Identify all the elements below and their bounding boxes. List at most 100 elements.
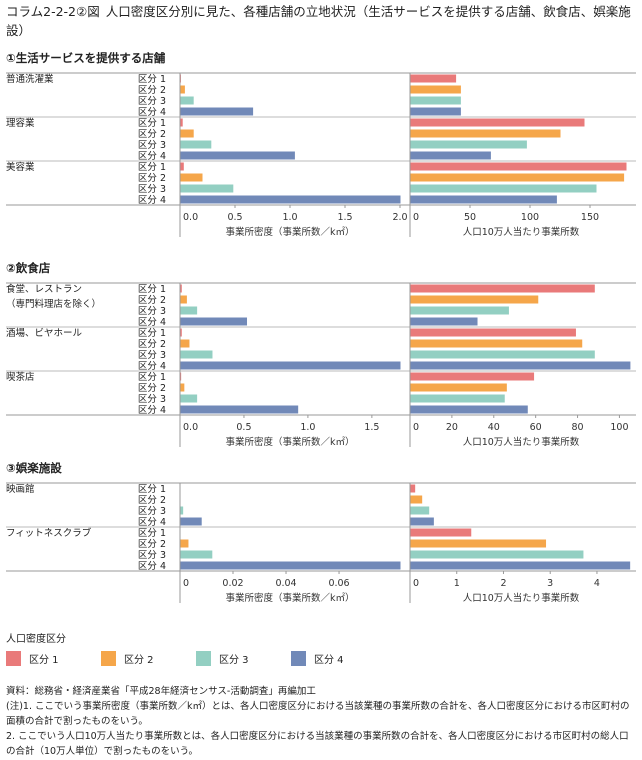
category-label: 区分 3 — [138, 306, 166, 317]
bar — [410, 506, 430, 515]
category-label: 区分 1 — [138, 118, 166, 129]
category-label: 区分 4 — [138, 361, 166, 372]
legend-swatch — [6, 651, 21, 666]
bar — [180, 85, 185, 94]
axis-title: 事業所密度（事業所数／k㎡） — [225, 226, 354, 238]
category-label: 区分 2 — [138, 85, 166, 96]
section-title: ①生活サービスを提供する店舗 — [6, 51, 166, 65]
bar — [410, 339, 583, 348]
bar — [410, 74, 457, 83]
category-label: 区分 1 — [138, 528, 166, 539]
category-label: 区分 4 — [138, 561, 166, 572]
legend-label: 区分 4 — [314, 655, 344, 666]
group-label: 食堂、レストラン — [6, 283, 82, 295]
axis-title: 人口10万人当たり事業所数 — [463, 226, 580, 238]
tick-label: 1.0 — [282, 212, 297, 223]
bar — [410, 405, 528, 414]
category-label: 区分 1 — [138, 162, 166, 173]
tick-label: 0.02 — [222, 578, 243, 589]
category-label: 区分 4 — [138, 195, 166, 206]
tick-label: 2.0 — [392, 212, 407, 223]
group-label: 酒場、ビヤホール — [6, 327, 83, 339]
figure-title-text: 人口密度区分別に見た、各種店舗の立地状況（生活サービスを提供する店舗、飲食店、娯… — [6, 4, 631, 38]
category-label: 区分 1 — [138, 484, 166, 495]
bar — [180, 506, 184, 515]
legend-swatch — [291, 651, 306, 666]
bar — [180, 350, 213, 359]
category-label: 区分 3 — [138, 506, 166, 517]
bar — [180, 517, 202, 526]
bar — [410, 151, 491, 160]
category-label: 区分 3 — [138, 394, 166, 405]
bar — [410, 173, 625, 182]
bar — [410, 317, 478, 326]
bar — [180, 173, 203, 182]
group-label: （専門料理店を除く） — [6, 298, 101, 310]
tick-label: 0.06 — [328, 578, 349, 589]
tick-label: 0 — [413, 212, 419, 223]
bar — [410, 184, 597, 193]
legend-swatch — [196, 651, 211, 666]
bar — [410, 284, 595, 293]
bar — [180, 550, 213, 559]
bar — [410, 394, 505, 403]
axis-title: 人口10万人当たり事業所数 — [463, 436, 580, 448]
legend-item: 区分 2 — [101, 651, 196, 666]
note-source: 資料：総務省・経済産業省「平成28年経済センサス-活動調査」再編加工 — [6, 686, 316, 697]
category-label: 区分 1 — [138, 328, 166, 339]
category-label: 区分 4 — [138, 107, 166, 118]
category-label: 区分 2 — [138, 173, 166, 184]
bar — [180, 195, 401, 204]
legend: 人口密度区分 区分 1 区分 2 区分 3 区分 4 — [6, 630, 386, 666]
bar — [180, 339, 190, 348]
tick-label: 100 — [521, 212, 539, 223]
tick-label: 1.5 — [337, 212, 352, 223]
bar — [410, 328, 576, 337]
tick-label: 1.0 — [300, 422, 315, 433]
category-label: 区分 3 — [138, 184, 166, 195]
group-label: 映画館 — [6, 483, 35, 495]
category-label: 区分 2 — [138, 339, 166, 350]
category-label: 区分 3 — [138, 96, 166, 107]
bar — [410, 195, 557, 204]
group-label: フィットネスクラブ — [6, 527, 92, 539]
category-label: 区分 4 — [138, 405, 166, 416]
legend-title: 人口密度区分 — [6, 634, 66, 645]
legend-item: 区分 1 — [6, 651, 101, 666]
bar — [180, 383, 185, 392]
bar — [410, 129, 561, 138]
bar — [410, 528, 472, 537]
category-label: 区分 3 — [138, 140, 166, 151]
bar — [180, 284, 182, 293]
tick-label: 3 — [547, 578, 553, 589]
bar — [410, 107, 461, 116]
group-label: 美容業 — [6, 161, 35, 173]
bar — [410, 96, 461, 105]
tick-label: 0 — [413, 422, 419, 433]
group-label: 理容業 — [6, 117, 35, 129]
legend-item: 区分 3 — [196, 651, 291, 666]
category-label: 区分 1 — [138, 284, 166, 295]
bar — [410, 539, 547, 548]
category-label: 区分 2 — [138, 383, 166, 394]
bar — [180, 328, 182, 337]
bar — [180, 561, 401, 570]
bar — [410, 561, 631, 570]
tick-label: 80 — [572, 422, 584, 433]
bar — [180, 405, 299, 414]
bar — [410, 85, 461, 94]
section-title: ③娯楽施設 — [6, 461, 62, 475]
bar — [410, 118, 585, 127]
bar — [410, 140, 527, 149]
tick-label: 0 — [413, 578, 419, 589]
category-label: 区分 3 — [138, 550, 166, 561]
section-title: ②飲食店 — [6, 261, 51, 275]
bar — [180, 96, 194, 105]
bar — [180, 317, 248, 326]
bar — [410, 517, 434, 526]
bar — [180, 295, 187, 304]
bar — [180, 306, 198, 315]
bar — [410, 162, 627, 171]
bar — [410, 550, 584, 559]
legend-label: 区分 1 — [29, 655, 59, 666]
